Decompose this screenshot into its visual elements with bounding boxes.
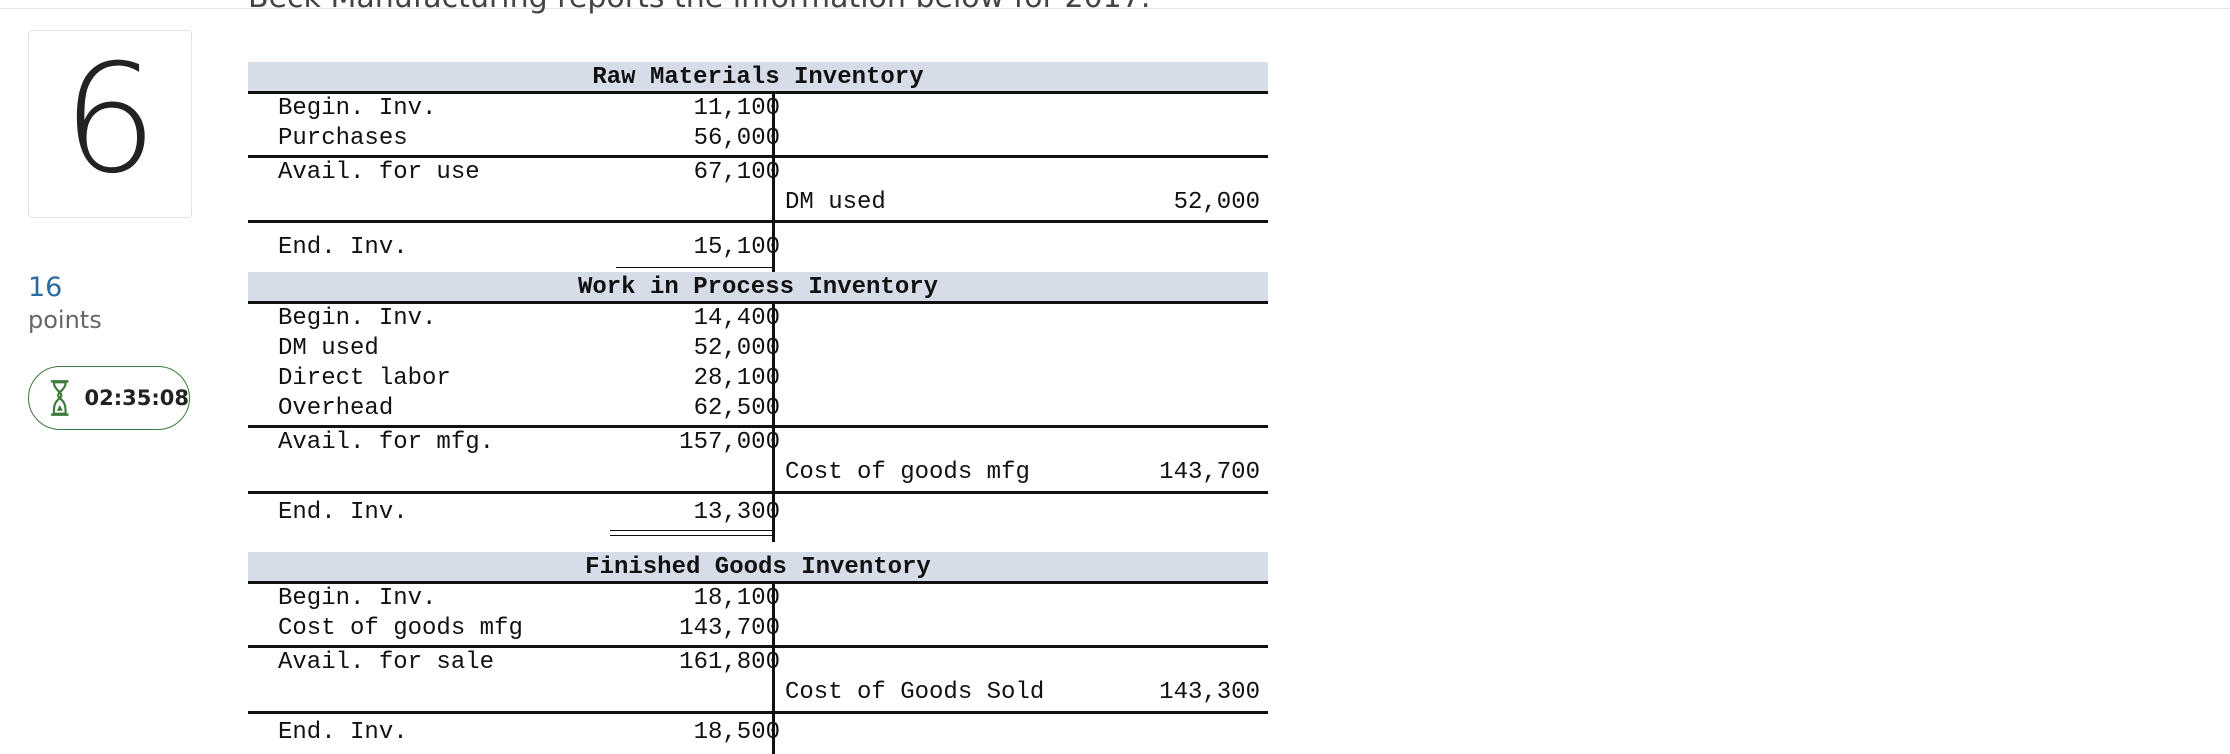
fg-end-value: 18,500 <box>693 719 780 746</box>
wip-row-avail: Avail. for mfg. 157,000 <box>248 428 1268 458</box>
rm-avail-group: Avail. for use 67,100 DM used 52,000 <box>248 158 1268 223</box>
wip-row-oh: Overhead 62,500 <box>248 394 1268 424</box>
timer-value: 02:35:08 <box>84 386 189 410</box>
fg-row-avail: Avail. for sale 161,800 <box>248 648 1268 678</box>
wip-oh-label: Overhead <box>278 395 394 422</box>
wip-dm-value: 52,000 <box>693 335 780 362</box>
fg-debit-group: Begin. Inv. 18,100 Cost of goods mfg 143… <box>248 584 1268 648</box>
rm-end-group: End. Inv. 15,100 <box>248 223 1268 273</box>
question-number: 6 <box>62 33 158 207</box>
wip-dl-value: 28,100 <box>693 365 780 392</box>
intro-text: Beck Manufacturing reports the informati… <box>248 0 1150 15</box>
wip-taccount: Work in Process Inventory Begin. Inv. 14… <box>248 272 1268 542</box>
rm-row-begin: Begin. Inv. 11,100 <box>248 94 1268 124</box>
fg-avail-group: Avail. for sale 161,800 Cost of Goods So… <box>248 648 1268 714</box>
rm-row-purchases: Purchases 56,000 <box>248 124 1268 154</box>
rm-row-end: End. Inv. 15,100 <box>248 233 1268 263</box>
finished-goods-title: Finished Goods Inventory <box>248 552 1268 584</box>
wip-end-group: End. Inv. 13,300 <box>248 494 1268 542</box>
wip-begin-value: 14,400 <box>693 305 780 332</box>
fg-credit-value: 143,300 <box>1159 679 1260 706</box>
wip-row-begin: Begin. Inv. 14,400 <box>248 304 1268 334</box>
fg-row-begin: Begin. Inv. 18,100 <box>248 584 1268 614</box>
points-label: points <box>28 306 102 334</box>
top-divider <box>0 8 2230 9</box>
rm-credit-value: 52,000 <box>1173 189 1260 216</box>
rm-debit-group: Begin. Inv. 11,100 Purchases 56,000 <box>248 94 1268 158</box>
hourglass-icon <box>50 380 69 416</box>
wip-row-dm: DM used 52,000 <box>248 334 1268 364</box>
wip-begin-label: Begin. Inv. <box>278 305 437 332</box>
wip-double-underline <box>610 530 772 536</box>
rm-row-avail: Avail. for use 67,100 <box>248 158 1268 188</box>
raw-materials-title: Raw Materials Inventory <box>248 62 1268 94</box>
rm-end-value: 15,100 <box>693 234 780 261</box>
points-value: 16 <box>28 272 63 303</box>
fg-row-credit: Cost of Goods Sold 143,300 <box>248 678 1268 708</box>
fg-begin-label: Begin. Inv. <box>278 585 437 612</box>
wip-end-label: End. Inv. <box>278 499 408 526</box>
wip-row-end: End. Inv. 13,300 <box>248 498 1268 528</box>
wip-title: Work in Process Inventory <box>248 272 1268 304</box>
rm-row-credit: DM used 52,000 <box>248 188 1268 218</box>
fg-cogm-value: 143,700 <box>679 615 780 642</box>
wip-avail-value: 157,000 <box>679 429 780 456</box>
rm-end-label: End. Inv. <box>278 234 408 261</box>
wip-dm-label: DM used <box>278 335 379 362</box>
wip-credit-label: Cost of goods mfg <box>785 459 1030 486</box>
fg-begin-value: 18,100 <box>693 585 780 612</box>
wip-avail-label: Avail. for mfg. <box>278 429 495 456</box>
wip-row-dl: Direct labor 28,100 <box>248 364 1268 394</box>
rm-avail-label: Avail. for use <box>278 159 480 186</box>
wip-debit-group: Begin. Inv. 14,400 DM used 52,000 Direct… <box>248 304 1268 428</box>
fg-row-end: End. Inv. 18,500 <box>248 718 1268 748</box>
rm-begin-value: 11,100 <box>693 95 780 122</box>
raw-materials-taccount: Raw Materials Inventory Begin. Inv. 11,1… <box>248 62 1268 273</box>
rm-credit-label: DM used <box>785 189 886 216</box>
fg-credit-label: Cost of Goods Sold <box>785 679 1045 706</box>
fg-end-group: End. Inv. 18,500 <box>248 714 1268 754</box>
timer[interactable]: 02:35:08 <box>28 366 190 430</box>
finished-goods-taccount: Finished Goods Inventory Begin. Inv. 18,… <box>248 552 1268 754</box>
wip-avail-group: Avail. for mfg. 157,000 Cost of goods mf… <box>248 428 1268 494</box>
question-number-box: 6 <box>28 30 192 218</box>
fg-row-cogm: Cost of goods mfg 143,700 <box>248 614 1268 644</box>
wip-credit-value: 143,700 <box>1159 459 1260 486</box>
fg-end-label: End. Inv. <box>278 719 408 746</box>
wip-end-value: 13,300 <box>693 499 780 526</box>
fg-avail-value: 161,800 <box>679 649 780 676</box>
fg-avail-label: Avail. for sale <box>278 649 495 676</box>
rm-begin-label: Begin. Inv. <box>278 95 437 122</box>
rm-purchases-label: Purchases <box>278 125 408 152</box>
wip-oh-value: 62,500 <box>693 395 780 422</box>
rm-purchases-value: 56,000 <box>693 125 780 152</box>
fg-cogm-label: Cost of goods mfg <box>278 615 523 642</box>
wip-dl-label: Direct labor <box>278 365 451 392</box>
wip-row-credit: Cost of goods mfg 143,700 <box>248 458 1268 488</box>
rm-avail-value: 67,100 <box>693 159 780 186</box>
